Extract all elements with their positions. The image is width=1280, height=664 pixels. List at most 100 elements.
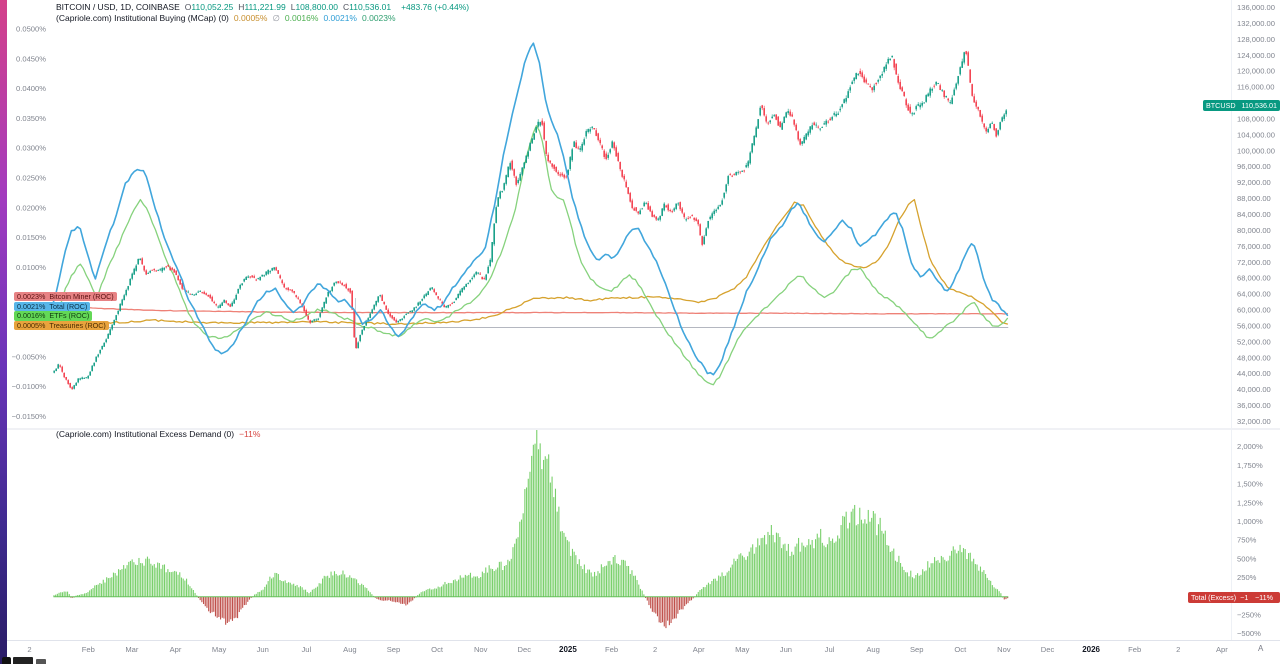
symbol-title[interactable]: BITCOIN / USD, 1D, COINBASE (56, 2, 180, 12)
ohlc-value: 108,800.00 (295, 2, 338, 12)
ohlc-value: 110,536.01 (349, 2, 392, 12)
axis-tick: Apr (693, 645, 705, 654)
excess-series-name: Total (Excess) (1191, 593, 1237, 602)
axis-tick: 132,000.00 (1237, 19, 1275, 28)
excess-axis-value: −11% (1254, 593, 1274, 602)
axis-tick: 0.0150% (16, 233, 46, 242)
axis-tick: 750% (1237, 536, 1257, 545)
axis-tick: 72,000.00 (1237, 258, 1271, 267)
axis-tick: 128,000.00 (1237, 35, 1275, 44)
axis-tick: 44,000.00 (1237, 369, 1271, 378)
axis-tick: 120,000.00 (1237, 67, 1275, 76)
buying-legend-title[interactable]: (Capriole.com) Institutional Buying (MCa… (56, 12, 229, 23)
price-label-name: Treasuries (ROC) (49, 321, 106, 331)
btcusd-price: 110,536.01 (1241, 101, 1277, 110)
axis-tick: 0.0100% (16, 263, 46, 272)
ohlc-value: 110,052.25 (191, 2, 234, 12)
right-price-axis[interactable]: 136,000.00 132,000.00 128,000.00 124,000.00… (1237, 3, 1275, 426)
axis-tick: Feb (1128, 645, 1141, 654)
axis-tick: 2025 (559, 645, 577, 654)
btcusd-symbol: BTCUSD (1206, 101, 1236, 110)
axis-tick: Apr (1216, 645, 1228, 654)
axis-tick: 48,000.00 (1237, 353, 1271, 362)
left-price-axis[interactable]: 0.0500% 0.0450% 0.0400% 0.0350% 0.0300% 0.025… (12, 25, 47, 421)
price-label-value: 0.0023% (17, 292, 46, 302)
axis-tick: 0.0500% (16, 25, 46, 34)
excess-axis-value-label: −11% (1248, 592, 1280, 603)
axis-tick: 76,000.00 (1237, 242, 1271, 251)
axis-tick: 96,000.00 (1237, 162, 1271, 171)
price-label-value: 0.0016% (17, 311, 46, 321)
axis-tick: 32,000.00 (1237, 417, 1271, 426)
axis-tick: Dec (518, 645, 532, 654)
axis-tick: −500% (1237, 629, 1261, 638)
axis-tick: 0.0350% (16, 114, 46, 123)
ohlc-key: C (343, 2, 350, 12)
axis-tick: 104,000.00 (1237, 130, 1275, 139)
btcusd-price-label: BTCUSD 110,536.01 (1203, 100, 1280, 111)
axis-tick: Nov (997, 645, 1011, 654)
axis-tick: May (212, 645, 227, 654)
price-label-name: ETFs (ROC) (49, 311, 90, 321)
axis-tick: Jun (780, 645, 792, 654)
right-percent-axis[interactable]: 2,000% 1,750% 1,500% 1,250% 1,000% 750% 500% 25… (1237, 442, 1263, 638)
series-etfs-roc[interactable] (52, 125, 1009, 386)
price-label-value: 0.0005% (17, 321, 46, 331)
change-value: +483.76 (+0.44%) (401, 2, 470, 12)
axis-tick: 80,000.00 (1237, 226, 1271, 235)
axis-tick: 1,000% (1237, 517, 1263, 526)
axis-auto-button[interactable]: A (1258, 644, 1264, 653)
buying-legend-value: ∅ (272, 12, 280, 23)
axis-tick: 0.0300% (16, 144, 46, 153)
series-treasuries-roc[interactable] (52, 198, 1009, 326)
pane-dividers (0, 0, 1280, 641)
series-institutional-excess-demand[interactable] (53, 430, 1009, 629)
price-label-etfs-roc-: 0.0016% ETFs (ROC) (14, 311, 93, 321)
time-axis[interactable]: 2 Feb Mar Apr May Jun Jul Aug Sep Oct Nov Dec 2025 Fe… (27, 645, 1228, 654)
axis-tick: Oct (431, 645, 444, 654)
series-bitcoin-miner-roc[interactable] (52, 302, 1009, 315)
ohlc-key: O (184, 2, 192, 12)
axis-tick: 56,000.00 (1237, 321, 1271, 330)
axis-tick: Nov (474, 645, 488, 654)
ohlc-key: H (238, 2, 245, 12)
axis-tick: 100,000.00 (1237, 146, 1275, 155)
excess-legend-title[interactable]: (Capriole.com) Institutional Excess Dema… (56, 429, 235, 439)
axis-tick: Sep (387, 645, 401, 654)
price-label-treasuries-roc-: 0.0005% Treasuries (ROC) (14, 321, 109, 331)
axis-tick: Apr (170, 645, 182, 654)
axis-tick: Jul (301, 645, 311, 654)
axis-tick: 68,000.00 (1237, 274, 1271, 283)
axis-tick: 2 (653, 645, 657, 654)
axis-tick: Jul (825, 645, 835, 654)
axis-tick: −0.0050% (12, 352, 47, 361)
series-btcusd-candles[interactable] (53, 50, 1007, 390)
axis-tick: 36,000.00 (1237, 401, 1271, 410)
axis-tick: 500% (1237, 554, 1257, 563)
axis-tick: 2,000% (1237, 442, 1263, 451)
series-total-roc[interactable] (52, 42, 1009, 376)
axis-tick: 108,000.00 (1237, 114, 1275, 123)
axis-tick: May (735, 645, 750, 654)
axis-tick: 88,000.00 (1237, 194, 1271, 203)
buying-legend-values: 0.0005% ∅ 0.0016% 0.0021% 0.0023% (234, 13, 401, 23)
axis-tick: 92,000.00 (1237, 178, 1271, 187)
axis-tick: Dec (1041, 645, 1055, 654)
axis-tick: −0.0100% (12, 382, 47, 391)
axis-tick: 1,500% (1237, 480, 1263, 489)
axis-tick: 2 (27, 645, 31, 654)
excess-legend: (Capriole.com) Institutional Excess Dema… (56, 429, 265, 439)
buying-legend-value: 0.0021% (323, 12, 357, 23)
ohlc-values: O110,052.25 H111,221.99 L108,800.00 C110,53… (185, 2, 396, 12)
axis-tick: 0.0250% (16, 174, 46, 183)
axis-tick: 250% (1237, 573, 1257, 582)
axis-tick: 52,000.00 (1237, 337, 1271, 346)
axis-tick: 0.0400% (16, 84, 46, 93)
axis-tick: Feb (82, 645, 95, 654)
axis-tick: 1,750% (1237, 461, 1263, 470)
ohlc-key: L (290, 2, 296, 12)
axis-tick: 116,000.00 (1237, 83, 1274, 92)
symbol-legend: BITCOIN / USD, 1D, COINBASE O110,052.25 H 1… (56, 2, 474, 12)
